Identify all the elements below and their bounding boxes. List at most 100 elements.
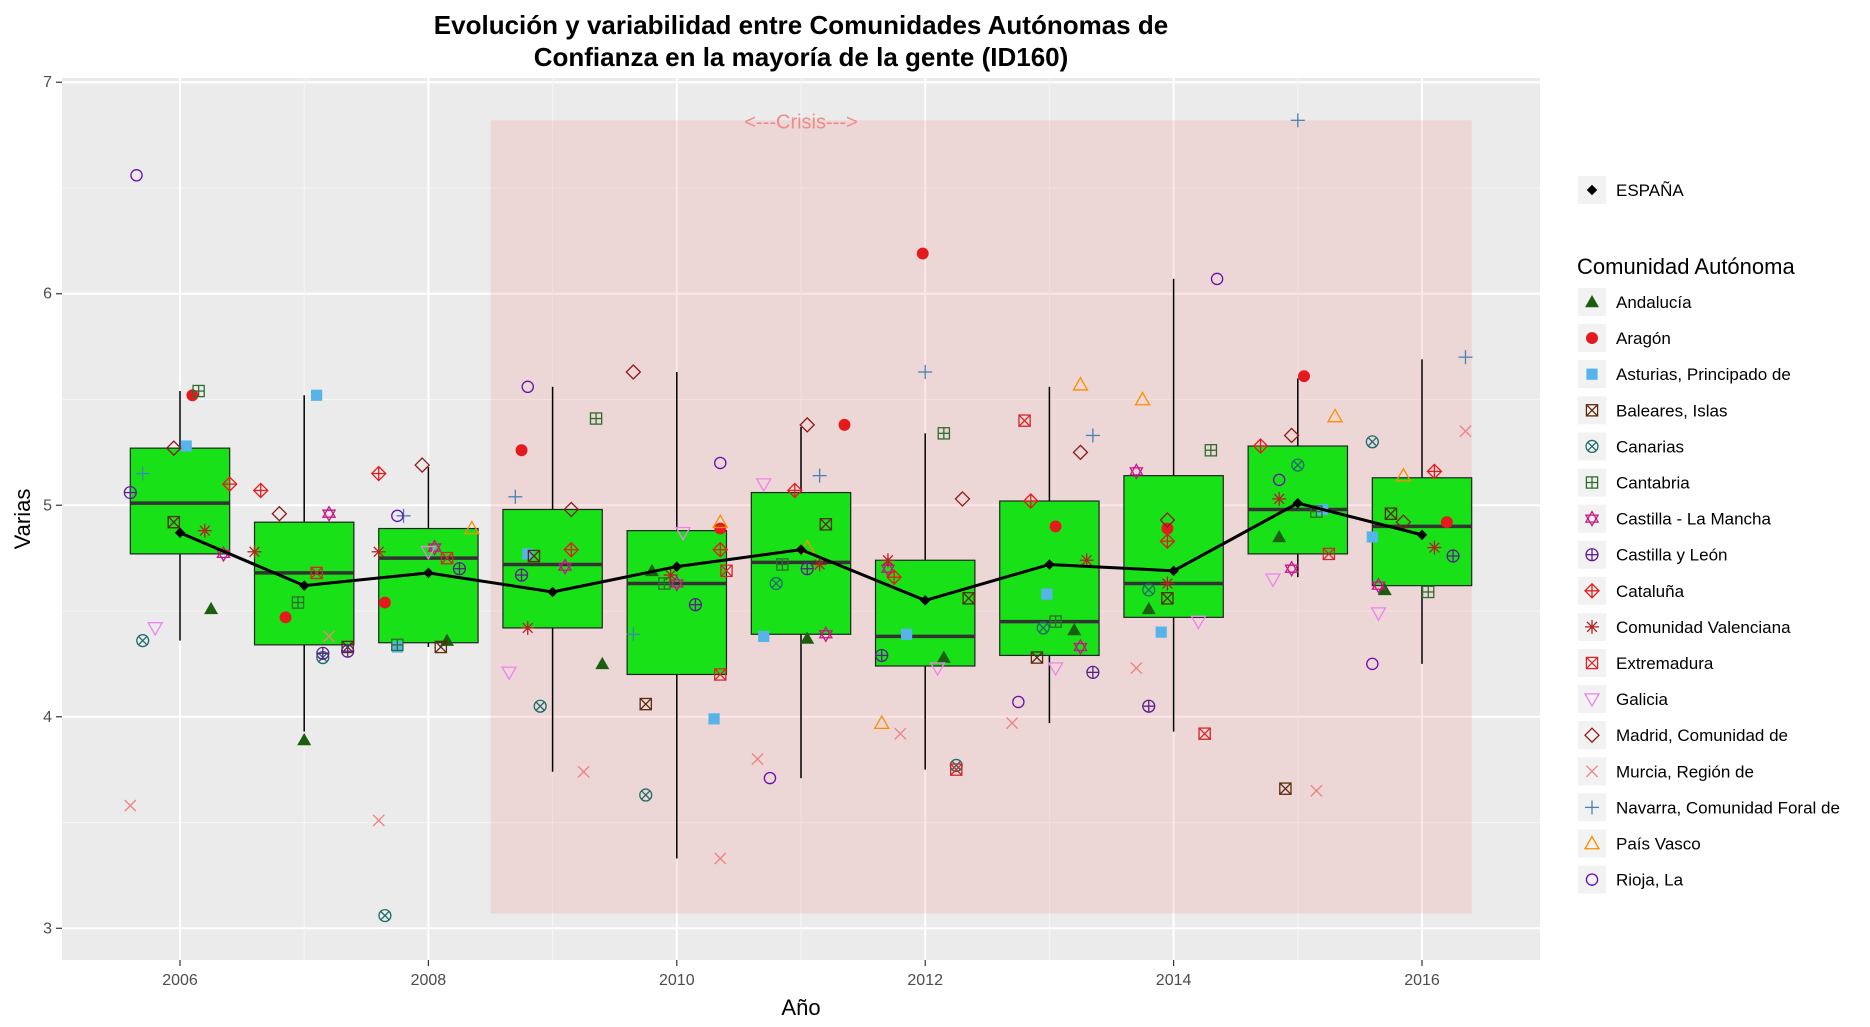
point-comunidad-valenciana xyxy=(371,544,386,559)
box-2009 xyxy=(502,386,603,772)
point-andalucia xyxy=(1272,529,1287,543)
point-aragon xyxy=(1161,522,1174,535)
legend-key-bg xyxy=(1578,829,1606,858)
point-cantabria xyxy=(776,558,789,571)
series-cantabria xyxy=(192,384,1435,652)
series-extremadura xyxy=(310,414,1336,776)
point-cantabria xyxy=(1049,615,1062,628)
point-pais-vasco xyxy=(873,714,890,730)
point-aragon xyxy=(1298,370,1310,383)
point-rioja-la xyxy=(1210,272,1224,286)
point-extremadura xyxy=(1198,727,1211,740)
point-andalucia xyxy=(595,656,610,670)
espana-point xyxy=(298,580,310,591)
x-axis-title: Año xyxy=(781,995,820,1020)
x-tick-label: 2014 xyxy=(1156,972,1192,989)
espana-point xyxy=(1044,559,1055,570)
point-comunidad-valenciana xyxy=(663,568,678,583)
legend-label-cataluna: Cataluña xyxy=(1616,582,1685,601)
point-canarias xyxy=(533,699,547,713)
legend-label-andalucia: Andalucía xyxy=(1616,293,1692,312)
point-rioja-la xyxy=(714,456,727,470)
point-extremadura xyxy=(440,551,454,565)
y-tick-label: 7 xyxy=(43,74,52,91)
point-cantabria xyxy=(1421,585,1435,599)
point-galicia xyxy=(1047,662,1064,677)
legend-key-asturias-principado-de xyxy=(1586,368,1598,380)
point-aragon xyxy=(916,247,929,260)
legend-key-navarra-comunidad-foral-de xyxy=(1585,800,1599,815)
point-aragon xyxy=(378,596,391,609)
point-asturias-principado-de xyxy=(1366,531,1378,543)
legend-label-rioja-la: Rioja, La xyxy=(1616,871,1684,890)
point-pais-vasco xyxy=(1395,467,1412,482)
point-aragon xyxy=(515,444,528,457)
point-cataluna xyxy=(1426,463,1443,480)
series-pais-vasco xyxy=(463,376,1412,730)
x-tick-label: 2008 xyxy=(411,972,447,989)
point-castilla-y-leon xyxy=(688,598,703,612)
legend-label-cantabria: Cantabria xyxy=(1616,474,1690,493)
point-rioja-la xyxy=(1272,473,1286,487)
espana-point xyxy=(1168,565,1179,577)
point-asturias-principado-de xyxy=(900,628,913,640)
point-murcia-region-de xyxy=(1310,784,1323,797)
point-comunidad-valenciana xyxy=(520,620,535,635)
point-cantabria xyxy=(1310,505,1323,518)
point-cataluna xyxy=(886,569,903,586)
legend-label-extremadura: Extremadura xyxy=(1616,654,1714,673)
espana-point xyxy=(547,586,558,598)
point-galicia xyxy=(1190,615,1207,630)
axes: 3 4 5 6 7 2006 2008 2010 2012 2014 2016 xyxy=(43,74,1440,989)
point-extremadura xyxy=(310,566,323,580)
point-rioja-la xyxy=(391,509,404,523)
chart-title-line-2: Confianza en la mayoría de la gente (ID1… xyxy=(534,42,1069,72)
point-castilla-la-mancha xyxy=(427,539,442,556)
espana-point xyxy=(1292,497,1304,509)
y-tick-label: 6 xyxy=(43,286,52,303)
series-rioja-la xyxy=(130,169,1379,785)
point-comunidad-valenciana xyxy=(812,557,827,572)
point-andalucia xyxy=(297,733,312,746)
box-iqr xyxy=(874,559,976,667)
point-madrid-comunidad-de xyxy=(563,501,580,518)
point-castilla-la-mancha xyxy=(321,505,337,523)
legend-label-madrid-comunidad-de: Madrid, Comunidad de xyxy=(1616,726,1788,745)
espana-point xyxy=(795,544,807,555)
point-navarra-comunidad-foral-de xyxy=(508,489,523,504)
point-cantabria xyxy=(1204,444,1218,457)
box-iqr xyxy=(378,527,479,644)
point-cantabria xyxy=(391,638,404,652)
legend-key-bg xyxy=(1578,721,1606,750)
point-navarra-comunidad-foral-de xyxy=(812,468,827,483)
box-2008 xyxy=(378,467,479,647)
series-baleares-islas xyxy=(167,507,1398,795)
point-asturias-principado-de xyxy=(758,630,770,642)
point-aragon xyxy=(279,611,292,624)
point-galicia xyxy=(929,662,946,677)
point-pais-vasco xyxy=(712,513,729,529)
point-baleares-islas xyxy=(1279,782,1292,795)
point-cataluna xyxy=(370,465,387,482)
point-cataluna xyxy=(221,476,238,493)
point-cataluna xyxy=(1252,438,1269,454)
point-madrid-comunidad-de xyxy=(625,364,642,380)
point-canarias xyxy=(1142,583,1156,597)
box-iqr xyxy=(999,500,1100,657)
legend-key-espana xyxy=(1586,184,1598,196)
point-cataluna xyxy=(1159,533,1176,550)
point-comunidad-valenciana xyxy=(1427,540,1442,555)
legend-key-bg xyxy=(1578,685,1606,714)
legend-key-bg xyxy=(1578,865,1606,894)
point-castilla-la-mancha xyxy=(1129,463,1144,480)
point-murcia-region-de xyxy=(124,799,137,812)
point-asturias-principado-de xyxy=(708,713,720,725)
point-aragon xyxy=(714,522,727,535)
y-tick-label: 4 xyxy=(43,709,52,726)
point-cantabria xyxy=(589,412,603,425)
point-madrid-comunidad-de xyxy=(165,440,182,457)
point-canarias xyxy=(1365,435,1379,449)
point-cataluna xyxy=(1022,493,1039,509)
